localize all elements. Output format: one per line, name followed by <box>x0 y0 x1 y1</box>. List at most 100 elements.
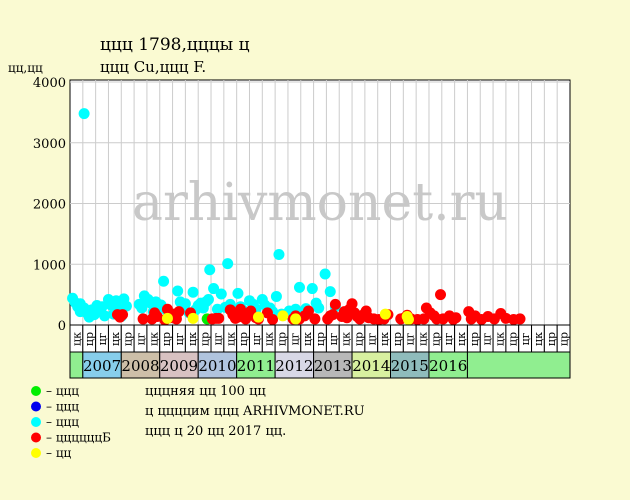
data-points <box>67 108 526 326</box>
year-label: 2007 <box>83 357 121 375</box>
data-point <box>273 249 285 261</box>
y-axis-unit: цц,цц <box>8 61 43 75</box>
x-slot-label: цг <box>519 332 532 345</box>
year-label: 2009 <box>160 357 198 375</box>
y-tick-label: 4000 <box>33 76 66 91</box>
data-point <box>302 305 314 317</box>
data-point <box>137 313 149 325</box>
legend-label: – ццццццБ <box>46 431 111 445</box>
x-slot-label: цк <box>340 332 353 346</box>
y-tick-label: 3000 <box>33 137 66 152</box>
notes: цццняя цц 100 цц ц ццццим ццц ARHIVMONET.… <box>145 384 365 439</box>
note-line: цццняя цц 100 цц <box>145 384 266 399</box>
x-slot-label: цк <box>186 332 199 346</box>
year-cell <box>82 351 122 379</box>
year-label: 2012 <box>275 357 313 375</box>
data-point <box>213 312 225 324</box>
year-cell-lead <box>69 351 84 379</box>
x-slot-label: цг <box>481 332 494 345</box>
x-axis-years: 2007 2008 2009 2010 2011 2012 2013 2014 2015 2016 <box>69 351 571 379</box>
x-slot-label: цг <box>442 332 455 345</box>
x-slot-label: цр <box>558 332 571 346</box>
year-cell <box>274 351 315 379</box>
data-point <box>402 314 414 326</box>
data-point <box>202 293 214 305</box>
data-point <box>161 312 173 324</box>
x-slot-label: цг <box>404 332 417 345</box>
x-slot-label: цг <box>211 332 224 345</box>
data-point <box>319 268 331 280</box>
year-cell <box>428 351 468 379</box>
x-slot-label: цк <box>455 332 468 346</box>
data-point <box>215 288 227 300</box>
data-point <box>267 314 279 326</box>
year-label: 2013 <box>314 357 352 375</box>
x-slot-label: цр <box>276 332 289 346</box>
data-point <box>379 308 391 320</box>
x-slot-label: цр <box>314 332 327 346</box>
data-point <box>173 306 185 318</box>
x-slot-label: цг <box>327 332 340 345</box>
data-point <box>136 302 148 314</box>
data-point <box>450 312 462 324</box>
x-slot-label: цк <box>224 332 237 346</box>
data-point <box>270 290 282 302</box>
data-point <box>309 313 321 325</box>
year-label: 2014 <box>352 357 390 375</box>
data-point <box>277 310 289 322</box>
data-point <box>187 286 199 298</box>
plot-area <box>69 79 571 326</box>
data-point <box>313 302 325 314</box>
year-cell-tail <box>466 351 571 379</box>
watermark: arhivmonet.ru <box>132 173 508 233</box>
data-point <box>514 313 526 325</box>
x-slot-label: цк <box>109 332 122 346</box>
chart-subtitle: ццц Cu,ццц F. <box>100 58 206 76</box>
legend-marker <box>31 386 41 396</box>
data-point <box>329 298 341 310</box>
chart-title: ццц 1798,цццы ц <box>100 35 250 55</box>
data-point <box>232 287 244 299</box>
legend-label: – ццц <box>46 400 79 414</box>
x-slot-label: цр <box>352 332 365 346</box>
x-slot-label: цк <box>493 332 506 346</box>
legend-marker <box>31 417 41 427</box>
note-line: ццц ц 20 цц 2017 цц. <box>145 424 286 439</box>
data-point <box>222 258 234 270</box>
data-point <box>187 312 199 324</box>
data-point <box>99 310 111 322</box>
year-cell <box>236 351 276 379</box>
year-cell <box>120 351 161 379</box>
data-point <box>179 298 191 310</box>
x-slot-label: цг <box>365 332 378 345</box>
data-point <box>78 108 90 120</box>
x-slot-label: цк <box>70 332 83 346</box>
data-point <box>172 285 184 297</box>
x-slot-label: цг <box>250 332 263 345</box>
data-point <box>252 311 264 323</box>
x-slot-label: цр <box>160 332 173 346</box>
note-line: ц ццццим ццц ARHIVMONET.RU <box>145 404 365 419</box>
y-axis: 0 1000 2000 3000 4000 <box>33 76 66 334</box>
year-cell <box>390 351 430 379</box>
year-label: 2010 <box>198 357 236 375</box>
x-slot-label: цк <box>147 332 160 346</box>
data-point <box>117 309 129 321</box>
year-label: 2011 <box>237 357 275 375</box>
legend-label: – цц <box>46 446 72 460</box>
data-point <box>327 309 339 321</box>
year-label: 2015 <box>391 357 429 375</box>
data-point <box>293 281 305 293</box>
y-tick-label: 0 <box>58 319 66 334</box>
year-label: 2008 <box>121 357 159 375</box>
legend: – ццц– ццц– ццц– ццццццБ– цц <box>31 384 111 460</box>
x-slot-label: цк <box>417 332 430 346</box>
x-slot-label: цр <box>391 332 404 346</box>
year-cell <box>313 351 353 379</box>
legend-marker <box>31 448 41 458</box>
x-slot-label: цг <box>135 332 148 345</box>
data-point <box>306 283 318 295</box>
x-slot-label: цк <box>532 332 545 346</box>
x-slot-label: цр <box>468 332 481 346</box>
